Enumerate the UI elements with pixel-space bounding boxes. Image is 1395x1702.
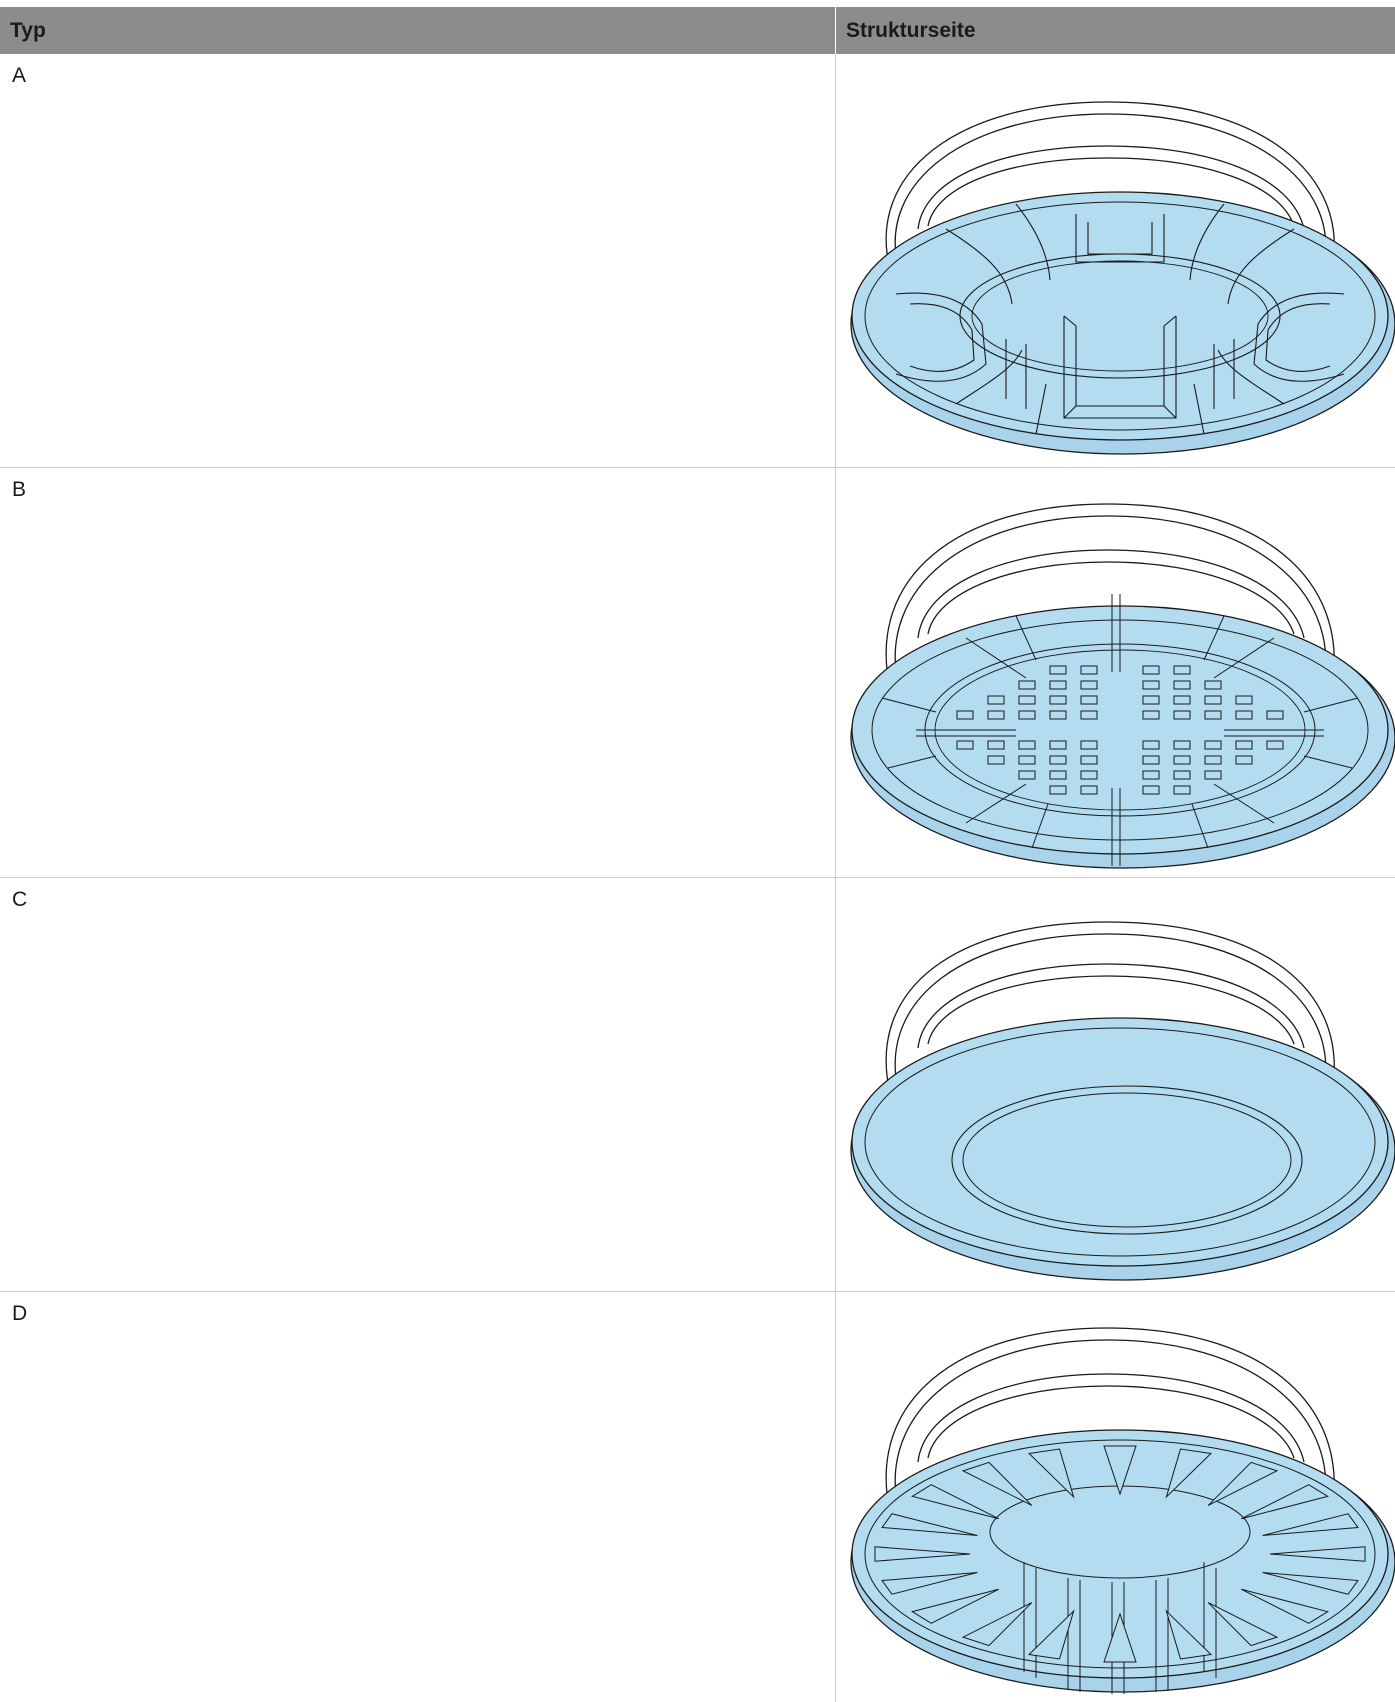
table-header: Typ Strukturseite (0, 7, 1395, 54)
header-typ: Typ (0, 7, 836, 54)
type-label: B (12, 478, 27, 501)
type-cell: C (0, 878, 836, 1291)
structure-cell (836, 468, 1395, 877)
header-strukturseite: Strukturseite (836, 7, 1395, 54)
structure-cell (836, 1292, 1395, 1702)
header-strukturseite-label: Strukturseite (846, 19, 976, 42)
type-label: C (12, 888, 28, 911)
table-row: C (0, 878, 1395, 1292)
pedestal-head-rib-pattern-icon (850, 101, 1395, 455)
type-cell: B (0, 468, 836, 877)
type-label: A (12, 64, 27, 87)
table-row: A (0, 54, 1395, 468)
type-cell: D (0, 1292, 836, 1702)
type-cell: A (0, 54, 836, 467)
table-row: B (0, 468, 1395, 878)
pedestal-head-radial-cone-icon (850, 1327, 1395, 1694)
pedestal-head-smooth-icon (850, 921, 1395, 1281)
table-row: D (0, 1292, 1395, 1702)
header-typ-label: Typ (10, 19, 46, 42)
type-label: D (12, 1302, 28, 1325)
structure-cell (836, 54, 1395, 467)
pedestal-head-grid-pattern-icon (850, 503, 1395, 869)
structure-cell (836, 878, 1395, 1291)
